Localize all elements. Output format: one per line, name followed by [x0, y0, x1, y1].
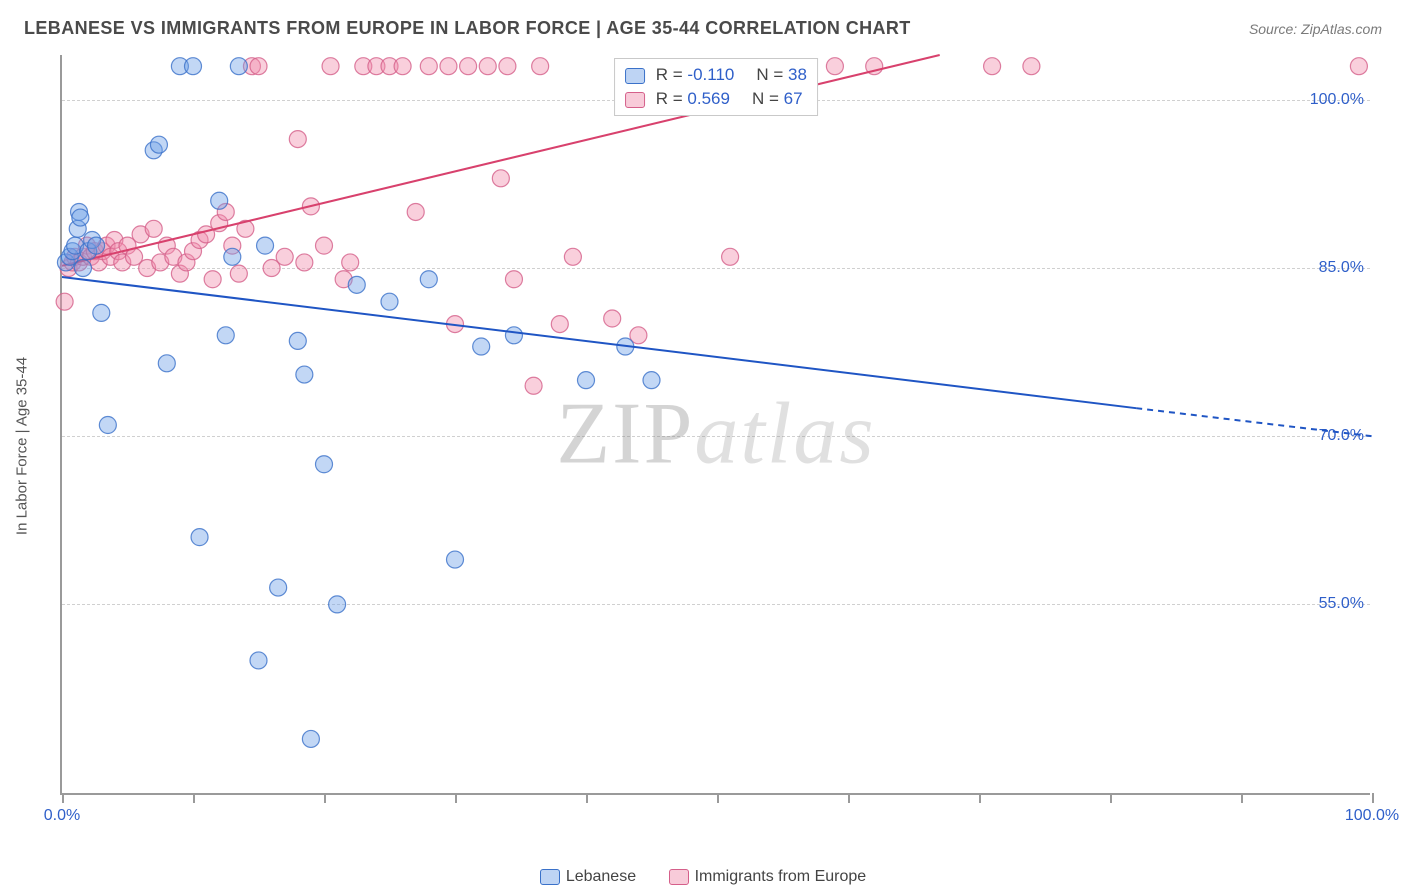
r-value-europe: 0.569: [687, 89, 730, 108]
data-point-lebanese: [473, 338, 490, 355]
x-tick: [1372, 793, 1374, 803]
data-point-europe: [460, 58, 477, 75]
swatch-pink-icon: [625, 92, 645, 108]
data-point-lebanese: [296, 366, 313, 383]
data-point-lebanese: [643, 372, 660, 389]
data-point-lebanese: [224, 248, 241, 265]
data-point-europe: [551, 316, 568, 333]
data-point-europe: [394, 58, 411, 75]
data-point-europe: [316, 237, 333, 254]
trendline-dash-lebanese: [1136, 408, 1372, 436]
data-point-europe: [440, 58, 457, 75]
data-point-europe: [276, 248, 293, 265]
data-point-europe: [342, 254, 359, 271]
data-point-lebanese: [74, 260, 91, 277]
data-point-europe: [296, 254, 313, 271]
legend-label-lebanese: Lebanese: [566, 868, 636, 886]
data-point-europe: [479, 58, 496, 75]
n-value-lebanese: 38: [788, 65, 807, 84]
data-point-europe: [505, 271, 522, 288]
n-value-europe: 67: [784, 89, 803, 108]
data-point-lebanese: [316, 456, 333, 473]
data-point-europe: [56, 293, 73, 310]
plot-area: ZIPatlas R = -0.110N = 38 R = 0.569N = 6…: [60, 55, 1370, 795]
source-label: Source: ZipAtlas.com: [1249, 21, 1382, 37]
data-point-europe: [564, 248, 581, 265]
swatch-blue-icon: [540, 869, 560, 885]
data-point-lebanese: [257, 237, 274, 254]
swatch-pink-icon: [669, 869, 689, 885]
data-point-lebanese: [72, 209, 89, 226]
data-point-lebanese: [329, 596, 346, 613]
legend-item-lebanese: Lebanese: [540, 868, 636, 886]
data-point-europe: [407, 203, 424, 220]
data-point-europe: [826, 58, 843, 75]
data-point-lebanese: [250, 652, 267, 669]
data-point-lebanese: [99, 417, 116, 434]
x-tick-label: 100.0%: [1345, 807, 1399, 825]
data-point-lebanese: [289, 332, 306, 349]
data-point-lebanese: [447, 551, 464, 568]
data-point-europe: [289, 131, 306, 148]
header-row: LEBANESE VS IMMIGRANTS FROM EUROPE IN LA…: [24, 18, 1382, 39]
data-point-europe: [984, 58, 1001, 75]
stats-row-europe: R = 0.569N = 67: [625, 87, 807, 111]
data-point-lebanese: [230, 58, 247, 75]
chart-container: LEBANESE VS IMMIGRANTS FROM EUROPE IN LA…: [0, 0, 1406, 892]
data-point-europe: [145, 220, 162, 237]
data-point-europe: [1023, 58, 1040, 75]
legend-bottom: Lebanese Immigrants from Europe: [0, 868, 1406, 890]
data-point-europe: [492, 170, 509, 187]
data-point-lebanese: [270, 579, 287, 596]
data-point-lebanese: [505, 327, 522, 344]
data-point-europe: [420, 58, 437, 75]
data-point-lebanese: [211, 192, 228, 209]
data-point-europe: [1350, 58, 1367, 75]
data-point-europe: [499, 58, 516, 75]
data-point-lebanese: [88, 237, 105, 254]
y-axis-label: In Labor Force | Age 35-44: [14, 357, 31, 535]
data-point-lebanese: [420, 271, 437, 288]
data-point-lebanese: [348, 276, 365, 293]
x-tick-label: 0.0%: [44, 807, 80, 825]
data-point-europe: [525, 377, 542, 394]
stats-legend: R = -0.110N = 38 R = 0.569N = 67: [614, 58, 818, 116]
data-point-lebanese: [578, 372, 595, 389]
data-point-europe: [532, 58, 549, 75]
data-point-lebanese: [185, 58, 202, 75]
data-point-lebanese: [217, 327, 234, 344]
data-point-lebanese: [158, 355, 175, 372]
data-point-europe: [230, 265, 247, 282]
r-value-lebanese: -0.110: [687, 65, 734, 84]
stats-row-lebanese: R = -0.110N = 38: [625, 63, 807, 87]
data-point-lebanese: [150, 136, 167, 153]
swatch-blue-icon: [625, 68, 645, 84]
legend-label-europe: Immigrants from Europe: [695, 868, 867, 886]
scatter-svg: [62, 55, 1372, 795]
chart-title: LEBANESE VS IMMIGRANTS FROM EUROPE IN LA…: [24, 18, 911, 39]
data-point-europe: [204, 271, 221, 288]
legend-item-europe: Immigrants from Europe: [669, 868, 867, 886]
data-point-europe: [322, 58, 339, 75]
data-point-europe: [604, 310, 621, 327]
data-point-lebanese: [93, 304, 110, 321]
data-point-lebanese: [302, 730, 319, 747]
data-point-lebanese: [381, 293, 398, 310]
data-point-europe: [722, 248, 739, 265]
data-point-europe: [250, 58, 267, 75]
data-point-lebanese: [191, 529, 208, 546]
